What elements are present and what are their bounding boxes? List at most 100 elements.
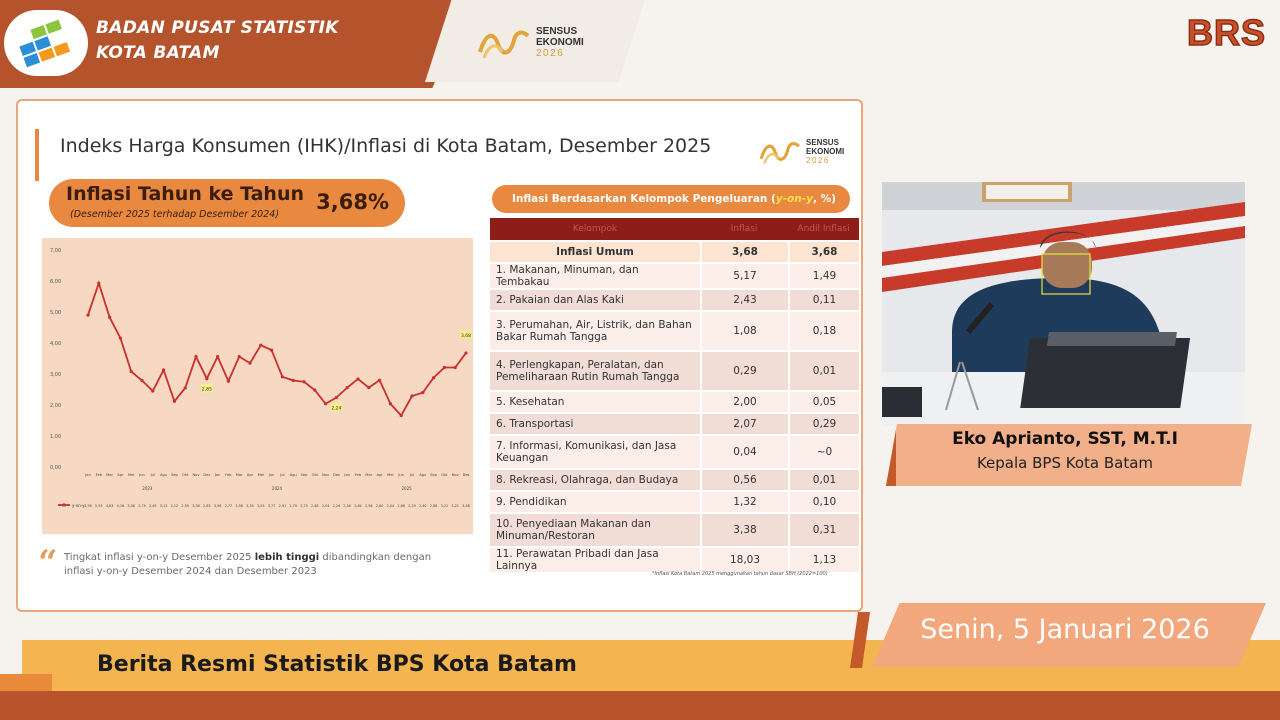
slide-sensus-year: 2026 <box>806 155 830 165</box>
slide-sensus-logo: SENSUS EKONOMI 2026 <box>758 135 844 167</box>
x-tick-label: Okt <box>182 473 189 477</box>
x-tick-label: Feb <box>96 473 103 477</box>
org-title-line1: BADAN PUSAT STATISTIK <box>96 18 339 38</box>
y-tick-label: 0,00 <box>50 465 61 471</box>
data-point <box>172 399 176 403</box>
speaker-role: Kepala BPS Kota Batam <box>976 454 1154 472</box>
x-tick-label: Nov <box>192 473 200 477</box>
x-tick-label: Okt <box>312 473 319 477</box>
x-tick-label: Okt <box>441 473 448 477</box>
value-label: 3,21 <box>451 504 459 508</box>
y-tick-label: 4,00 <box>50 341 61 347</box>
value-label: 2,24 <box>333 504 341 508</box>
x-tick-label: Jul <box>279 473 284 477</box>
speaker-name: Eko Aprianto, SST, M.T.I <box>952 429 1178 449</box>
data-point <box>334 395 338 400</box>
cell-kelompok: 9. Pendidikan <box>490 492 700 512</box>
data-point <box>237 355 241 359</box>
x-tick-label: Des <box>333 473 340 477</box>
data-point <box>324 402 328 406</box>
cell-kelompok: 1. Makanan, Minuman, dan Tembakau <box>490 264 700 288</box>
cell-inflasi: 0,04 <box>700 436 788 468</box>
value-label: 2,29 <box>408 504 416 508</box>
inflation-sub: (Desember 2025 terhadap Desember 2024) <box>70 209 280 220</box>
cell-kelompok: 7. Informasi, Komunikasi, dan Jasa Keuan… <box>490 436 700 468</box>
x-tick-label: Jun <box>268 473 275 477</box>
cell-kelompok: 6. Transportasi <box>490 414 700 434</box>
cell-andil: 0,31 <box>788 514 859 546</box>
cell-andil: 0,11 <box>788 290 859 310</box>
data-point <box>453 365 457 370</box>
cell-inflasi: 1,32 <box>700 492 788 512</box>
highlight-label-bg <box>330 402 343 412</box>
cell-andil: 0,05 <box>788 392 859 412</box>
org-title-line2: KOTA BATAM <box>96 43 220 63</box>
value-label: 2,48 <box>311 504 319 508</box>
bottom-bar <box>0 691 1280 720</box>
table-header-andil: Andil Inflasi <box>788 218 859 240</box>
table-footnote: *Inflasi Kota Batam 2025 menggunakan tah… <box>652 571 828 577</box>
cell-inflasi: 5,17 <box>700 264 788 288</box>
value-label: 3,93 <box>257 504 265 508</box>
data-point <box>183 386 187 390</box>
x-tick-label: Agu <box>419 473 426 477</box>
quote-bold: lebih tinggi <box>254 552 320 563</box>
value-label: 3,56 <box>235 504 243 508</box>
value-label: 4,16 <box>117 504 125 508</box>
y-tick-label: 3,00 <box>50 372 61 378</box>
x-tick-label: Apr <box>376 473 383 477</box>
table-row: 3. Perumahan, Air, Listrik, dan Bahan Ba… <box>490 312 859 350</box>
data-point <box>216 355 220 359</box>
y-tick-label: 1,00 <box>50 434 61 440</box>
value-label: 2,04 <box>387 504 395 508</box>
slide-title: Indeks Harga Konsumen (IHK)/Inflasi di K… <box>60 135 712 157</box>
sensus-line2: EKONOMI <box>536 36 584 48</box>
data-point <box>108 315 112 319</box>
data-point <box>151 389 155 393</box>
cell-inflasi: 3,38 <box>700 514 788 546</box>
quote-suffix: dibandingkan dengan inflasi y-on-y Desem… <box>64 552 432 577</box>
table-row: 1. Makanan, Minuman, dan Tembakau 5,17 1,4… <box>490 264 859 288</box>
value-label: 2,45 <box>149 504 157 508</box>
year-label: 2024 <box>272 486 283 491</box>
value-label: 3,35 <box>246 504 254 508</box>
x-tick-label: Jun <box>138 473 145 477</box>
table-title-pill: Inflasi Berdasarkan Kelompok Pengeluaran… <box>492 185 850 213</box>
value-label: 2,80 <box>376 504 384 508</box>
sensus-year: 2026 <box>536 47 565 59</box>
table-row: 5. Kesehatan 2,00 0,05 <box>490 392 859 412</box>
data-point <box>367 386 371 390</box>
x-tick-label: Sep <box>430 473 437 477</box>
data-point <box>378 378 382 382</box>
x-tick-label: Apr <box>247 473 254 477</box>
cell-andil: ~0 <box>788 436 859 468</box>
x-tick-label: Feb <box>225 473 232 477</box>
cell-inflasi: 0,56 <box>700 470 788 490</box>
legend-marker <box>62 503 66 507</box>
table-row: 9. Pendidikan 1,32 0,10 <box>490 492 859 512</box>
cell-andil: 1,49 <box>788 264 859 288</box>
x-tick-label: Des <box>463 473 470 477</box>
broadcast-date: Senin, 5 Januari 2026 <box>920 614 1210 645</box>
cell-inflasi: 3,68 <box>700 242 788 262</box>
data-point <box>194 355 198 359</box>
value-label: 2,04 <box>322 504 330 508</box>
data-point <box>291 378 295 383</box>
data-point <box>464 351 468 355</box>
table-row: 8. Rekreasi, Olahraga, dan Budaya 0,56 0,0… <box>490 470 859 490</box>
data-point <box>97 281 101 285</box>
data-point <box>432 376 436 380</box>
data-point <box>345 386 349 390</box>
inflation-line-chart: 0,00 1,00 2,00 3,00 4,00 5,00 6,00 7,00 2,85 2,24… <box>50 248 472 508</box>
year-label: 2023 <box>142 486 153 491</box>
y-tick-label: 5,00 <box>50 310 61 316</box>
cell-andil: 1,13 <box>788 548 859 572</box>
data-point <box>129 369 133 374</box>
data-point <box>118 336 122 340</box>
value-label: 2,56 <box>343 504 351 508</box>
data-point <box>270 348 274 352</box>
cell-kelompok: 2. Pakaian dan Alas Kaki <box>490 290 700 310</box>
sensus-header-panel <box>425 0 645 82</box>
cell-kelompok: 11. Perawatan Pribadi dan Jasa Lainnya <box>490 548 700 572</box>
x-tick-label: Jul <box>150 473 155 477</box>
